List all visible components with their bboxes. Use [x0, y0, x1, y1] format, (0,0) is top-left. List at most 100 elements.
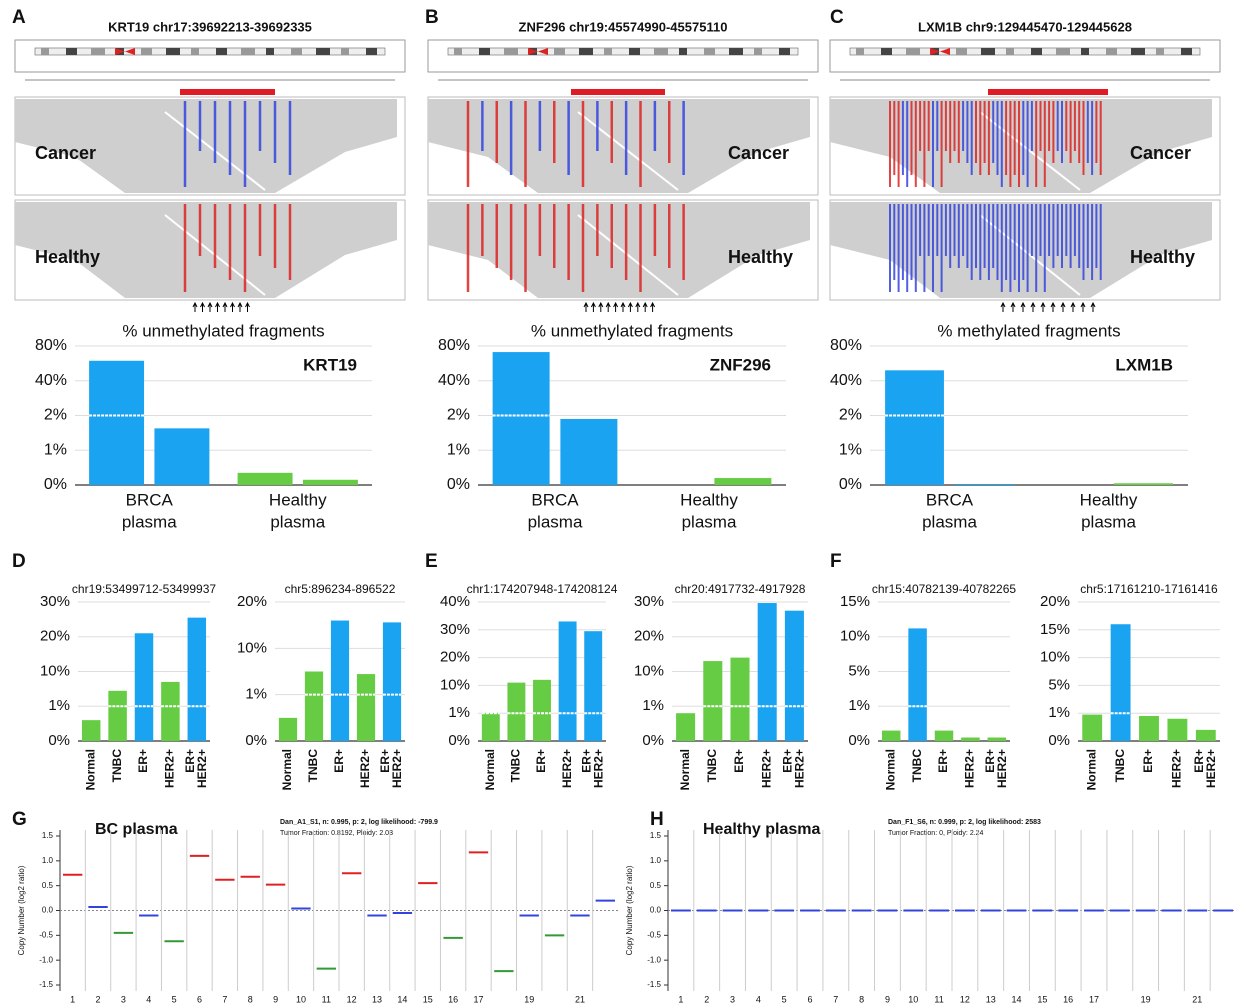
y-tick-label: 2% [447, 407, 470, 424]
ideogram-band [141, 48, 152, 55]
bar [108, 690, 127, 741]
track-label: Cancer [728, 143, 789, 163]
y-tick-label: 0% [447, 476, 470, 493]
x-tick-label: 7 [222, 994, 227, 1004]
y-tick-label: 0.0 [650, 906, 662, 915]
x-tick-label: 11 [934, 994, 943, 1004]
x-tick-label: HER2+ [1170, 749, 1184, 788]
x-tick-label: 17 [1089, 994, 1099, 1004]
x-tick-label: 15 [1037, 994, 1047, 1004]
ideogram-band [91, 48, 105, 55]
y-tick-label: 10% [440, 676, 470, 693]
x-tick-label: TNBC [705, 749, 719, 783]
bar [1082, 714, 1103, 741]
bar [492, 352, 550, 485]
x-tick-label: 9 [885, 994, 890, 1004]
y-tick-label: 20% [40, 628, 70, 645]
x-tick-label: 14 [397, 994, 407, 1004]
read-pile [15, 99, 397, 193]
y-tick-label: -1.5 [39, 980, 53, 989]
centromere [528, 48, 548, 55]
x-tick-label: ER+ [579, 749, 593, 773]
x-tick-label: 10 [908, 994, 918, 1004]
bar [237, 472, 293, 485]
read-gap [577, 111, 679, 191]
x-tick-label: Normal [483, 749, 497, 790]
bar [961, 737, 980, 741]
bar [730, 657, 750, 741]
bar [533, 679, 551, 741]
bar [154, 428, 210, 485]
x-tick-label: 19 [1141, 994, 1151, 1004]
x-tick-label: TNBC [306, 749, 320, 783]
chart-info: Tumor Fraction: 0.8192, Ploidy: 2.03 [280, 830, 393, 837]
bar [1114, 483, 1173, 485]
bar [134, 633, 154, 741]
bar [161, 681, 180, 741]
y-tick-label: 0% [448, 732, 470, 749]
x-tick-label: 14 [1012, 994, 1022, 1004]
x-tick-label: HER2+ [963, 749, 977, 788]
y-tick-label: 1.0 [42, 856, 54, 865]
ideogram-band [579, 48, 593, 55]
x-tick-label: 10 [296, 994, 306, 1004]
x-tick-label: 21 [1192, 994, 1202, 1004]
bar [703, 661, 723, 741]
chart-title: chr5:17161210-17161416 [1080, 582, 1218, 596]
chart-title: % unmethylated fragments [122, 321, 324, 340]
x-tick-label: BRCA [926, 490, 974, 509]
x-tick-label: 2 [704, 994, 709, 1004]
y-tick-label: 80% [35, 337, 67, 354]
x-tick-label: Healthy [1080, 490, 1138, 509]
track-label: Healthy [728, 247, 793, 267]
bar [1167, 718, 1188, 741]
ideogram-band [729, 48, 743, 55]
y-tick-label: 20% [440, 649, 470, 666]
cpg-arrow [215, 301, 220, 312]
cpg-arrow [1020, 301, 1026, 312]
ideogram-box [427, 39, 819, 73]
ideogram-band [341, 48, 349, 55]
ideogram-band [1156, 48, 1164, 55]
ideogram-band [881, 48, 892, 55]
panel-letter: H [650, 809, 664, 830]
x-tick-label: 1 [678, 994, 683, 1004]
x-tick-label: ER+ [136, 749, 150, 773]
bar [676, 713, 696, 741]
x-tick-label: HER2+ [358, 749, 372, 788]
track-label: Cancer [1130, 143, 1191, 163]
y-tick-label: 80% [438, 337, 470, 354]
x-tick-label: 15 [423, 994, 433, 1004]
x-tick-label: plasma [270, 512, 325, 531]
bar [302, 479, 358, 485]
ideogram-band [66, 48, 77, 55]
bar [881, 730, 901, 741]
x-tick-label: 13 [372, 994, 382, 1004]
chart-title: Healthy plasma [703, 821, 820, 838]
x-tick-label: 17 [473, 994, 483, 1004]
cpg-arrow [207, 301, 213, 312]
x-tick-label: Normal [83, 749, 97, 790]
cpg-arrow [613, 301, 619, 312]
igv-title: KRT19 chr17:39692213-39692335 [108, 19, 312, 34]
track-label: Healthy [35, 247, 100, 267]
y-tick-label: 80% [830, 337, 862, 354]
read-pile [428, 99, 810, 193]
ideogram-band [554, 48, 565, 55]
cpg-arrow [1000, 301, 1006, 312]
x-tick-label: 11 [322, 994, 331, 1004]
x-tick-label: Normal [280, 749, 294, 790]
y-tick-label: -0.5 [647, 930, 661, 939]
x-tick-label: 12 [347, 994, 357, 1004]
ideogram-band [629, 48, 640, 55]
y-tick-label: 0.5 [42, 881, 54, 890]
x-tick-label: 7 [833, 994, 838, 1004]
gene-label: LXM1B [1115, 355, 1173, 374]
ideogram-band [1131, 48, 1145, 55]
cpg-arrow [620, 301, 626, 312]
bar [955, 483, 1014, 485]
y-tick-label: 30% [634, 593, 664, 610]
x-tick-label: Healthy [680, 490, 738, 509]
x-tick-label: 13 [986, 994, 996, 1004]
y-tick-label: 1.5 [650, 831, 662, 840]
